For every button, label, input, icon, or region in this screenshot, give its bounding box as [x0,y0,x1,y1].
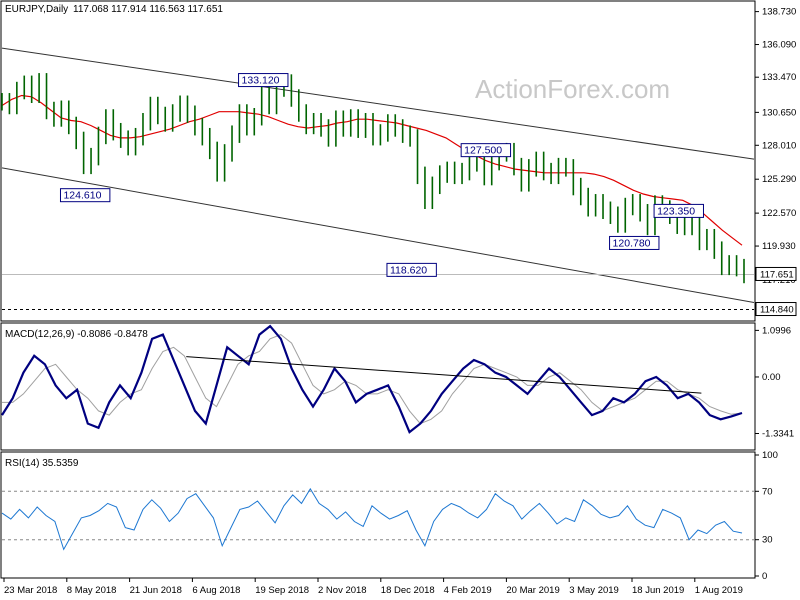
macd-trendline [186,356,702,394]
date-tick-label: 21 Jun 2018 [130,585,182,596]
macd-tick-label: 0.00 [762,372,781,383]
channel-upper-line [1,47,755,160]
annotation-label: 127.500 [464,145,502,157]
support-level-label: 114.840 [760,305,794,316]
channel-lower-line [1,167,755,304]
price-panel-frame [0,0,756,322]
macd-main-line [1,324,743,434]
price-annotations: 133.120 124.610 118.620 127.500 123.350 120.7… [59,73,704,277]
annotation-box [609,235,660,250]
price-tick-label: 133.470 [762,72,796,83]
price-tick-label: 138.730 [762,7,796,18]
annotation-label: 118.620 [390,264,427,276]
price-tick-label: 125.290 [762,174,796,185]
price-tick-label: 119.930 [762,241,796,252]
annotation-box [460,143,512,158]
moving-average-line [1,94,743,246]
price-tick-label: 122.570 [762,208,796,219]
price-tick-label: 136.090 [762,40,796,51]
macd-panel-frame [0,322,756,451]
annotation-label: 124.610 [63,190,101,202]
date-axis: 23 Mar 2018 8 May 2018 21 Jun 2018 6 Aug 20… [3,578,743,596]
ohlc-readout: 117.068 117.914 116.563 117.651 [73,4,223,15]
date-tick-label: 23 Mar 2018 [4,585,57,596]
date-tick-label: 18 Jun 2019 [632,585,684,596]
macd-axis: 1.0996 0.00 -1.3341 [755,325,794,439]
date-tick-label: 19 Sep 2018 [255,585,309,596]
rsi-tick-label: 0 [762,571,767,582]
price-tick-label: 128.010 [762,140,796,151]
macd-plot [1,324,743,434]
symbol-label: EURJPY,Daily [5,4,68,15]
support-level-box [755,302,797,317]
date-tick-label: 3 May 2019 [569,585,619,596]
rsi-panel-frame [0,451,756,579]
rsi-tick-label: 70 [762,486,773,497]
date-tick-label: 6 Aug 2018 [192,585,240,596]
rsi-tick-label: 100 [762,450,778,461]
date-tick-label: 18 Dec 2018 [381,585,435,596]
annotation-label: 120.780 [613,237,651,249]
annotation-box [59,188,111,203]
last-price-box [755,266,797,281]
annotation-box [386,262,437,277]
date-tick-label: 1 Aug 2019 [695,585,743,596]
price-tick-label: 130.650 [762,107,796,118]
annotation-box [653,203,704,218]
annotation-label: 133.120 [242,75,280,87]
rsi-axis: 100 70 30 0 [755,450,778,582]
rsi-title: RSI(14) 35.5359 [5,458,79,469]
watermark: ActionForex.com [475,74,670,104]
date-tick-label: 20 Mar 2019 [506,585,559,596]
date-tick-label: 2 Nov 2018 [318,585,367,596]
macd-tick-label: 1.0996 [762,325,791,336]
date-tick-label: 8 May 2018 [67,585,117,596]
annotation-box [238,73,289,88]
last-price-label: 117.651 [760,269,794,280]
rsi-plot [1,487,754,551]
annotation-label: 123.350 [657,205,695,217]
rsi-line [1,487,743,551]
macd-tick-label: -1.3341 [762,428,794,439]
date-tick-label: 4 Feb 2019 [444,585,492,596]
price-axis: 138.730 136.090 133.470 130.650 128.010 125.2… [755,7,796,319]
macd-signal-line [2,334,743,425]
macd-title: MACD(12,26,9) -0.8086 -0.8478 [5,329,148,340]
rsi-tick-label: 30 [762,535,773,546]
